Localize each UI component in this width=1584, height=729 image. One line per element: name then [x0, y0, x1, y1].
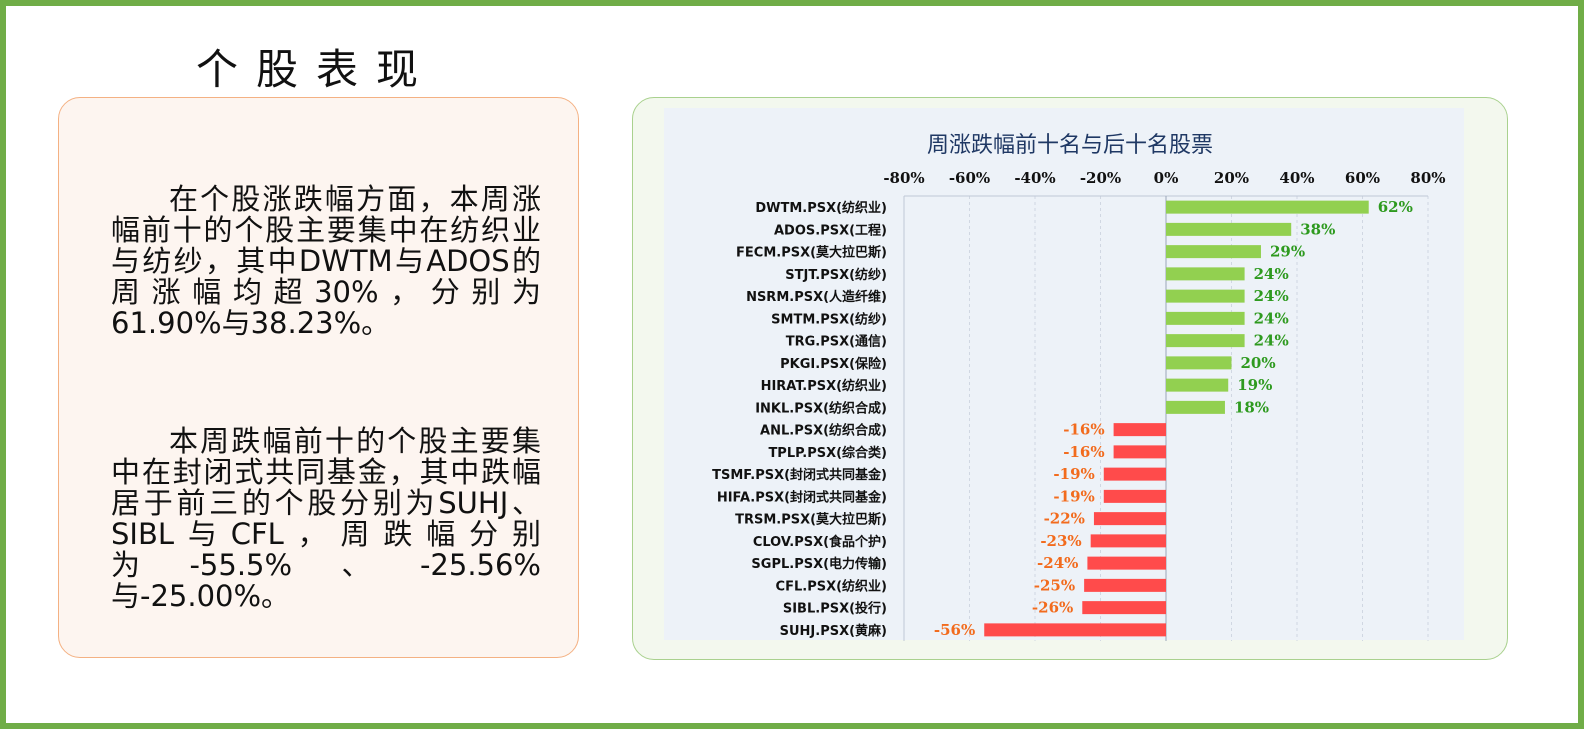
bar [1090, 534, 1166, 548]
value-label: -25% [1034, 576, 1075, 594]
value-label: 29% [1270, 243, 1305, 261]
bar [1084, 578, 1166, 592]
bar [1166, 334, 1245, 348]
category-label: STJT.PSX(纺纱) [785, 267, 887, 283]
bar [1166, 200, 1369, 214]
value-label: 24% [1254, 287, 1289, 305]
value-label: 20% [1241, 354, 1276, 372]
bar [1093, 512, 1166, 526]
category-label: HIFA.PSX(封闭式共同基金) [717, 489, 887, 505]
category-label: ANL.PSX(纺织合成) [760, 423, 887, 439]
value-label: 62% [1378, 198, 1413, 216]
value-label: -56% [934, 621, 975, 639]
category-label: SUHJ.PSX(黄麻) [780, 623, 887, 639]
x-tick-label: 60% [1345, 169, 1380, 187]
bar [1087, 556, 1166, 570]
category-label: TSMF.PSX(封闭式共同基金) [712, 467, 887, 483]
category-label: CLOV.PSX(食品个护) [753, 534, 887, 550]
summary-paragraph-losers: 本周跌幅前十的个股主要集中在封闭式共同基金，其中跌幅居于前三的个股分别为SUHJ… [111, 424, 541, 613]
bar [1113, 423, 1166, 437]
value-label: -16% [1063, 421, 1104, 439]
chart-title: 周涨跌幅前十名与后十名股票 [927, 133, 1213, 158]
bar [1166, 356, 1232, 370]
category-label: TPLP.PSX(综合类) [768, 445, 887, 461]
x-tick-label: 0% [1154, 169, 1179, 187]
category-label: INKL.PSX(纺织合成) [755, 400, 887, 416]
category-label: CFL.PSX(纺织业) [776, 578, 887, 594]
value-label: -22% [1044, 510, 1085, 528]
page-title: 个股表现 [196, 45, 437, 94]
category-label: SMTM.PSX(纺纱) [771, 311, 887, 327]
chart-gridlines [903, 195, 1429, 641]
value-label: -19% [1053, 465, 1094, 483]
value-label: -19% [1053, 487, 1094, 505]
category-label: ADOS.PSX(工程) [774, 223, 887, 238]
bar [1103, 489, 1166, 503]
bar [1166, 378, 1229, 392]
bar [1166, 222, 1292, 236]
value-label: -16% [1063, 443, 1104, 461]
category-label: HIRAT.PSX(纺织业) [761, 378, 887, 394]
category-label: TRSM.PSX(莫大拉巴斯) [735, 512, 887, 528]
category-label: DWTM.PSX(纺织业) [755, 200, 887, 216]
bar [1082, 601, 1166, 615]
bar [1103, 467, 1166, 481]
value-label: 24% [1254, 309, 1289, 327]
x-tick-label: -40% [1014, 169, 1055, 187]
summary-paragraph-gainers: 在个股涨跌幅方面，本周涨幅前十的个股主要集中在纺织业与纺纱，其中DWTM与ADO… [111, 182, 541, 340]
value-label: 24% [1254, 332, 1289, 350]
value-label: -24% [1037, 554, 1078, 572]
bar [984, 623, 1166, 637]
category-label: SIBL.PSX(投行) [783, 601, 887, 617]
category-label: PKGI.PSX(保险) [780, 356, 887, 372]
value-label: -23% [1040, 532, 1081, 550]
x-tick-label: -60% [949, 169, 990, 187]
category-label: TRG.PSX(通信) [786, 334, 887, 350]
chart-plot-background [664, 108, 1464, 640]
value-label: 38% [1300, 220, 1335, 238]
bars [984, 200, 1369, 637]
bar [1166, 311, 1245, 325]
x-tick-label: 40% [1279, 169, 1314, 187]
x-tick-label: 20% [1214, 169, 1249, 187]
text-panel: 在个股涨跌幅方面，本周涨幅前十的个股主要集中在纺织业与纺纱，其中DWTM与ADO… [58, 97, 579, 658]
bar [1166, 267, 1245, 281]
category-label: NSRM.PSX(人造纤维) [746, 289, 887, 305]
bar [1166, 289, 1245, 303]
bar [1113, 445, 1166, 459]
value-label: -26% [1032, 599, 1073, 617]
bar [1166, 245, 1261, 259]
x-tick-label: -20% [1080, 169, 1121, 187]
x-tick-label: 80% [1410, 169, 1445, 187]
bar [1166, 400, 1225, 414]
category-label: FECM.PSX(莫大拉巴斯) [736, 245, 887, 261]
value-label: 18% [1234, 398, 1269, 416]
value-labels: 62% 38% 29% 24% 24% 24% 24% 20% 19% 18% -16% -16% -1… [934, 198, 1413, 639]
category-labels: DWTM.PSX(纺织业) ADOS.PSX(工程) FECM.PSX(莫大拉巴斯)… [712, 200, 887, 639]
value-label: 24% [1254, 265, 1289, 283]
x-axis-ticks: -80% -60% -40% -20% 0% 20% 40% 60% 80% [883, 169, 1445, 187]
value-label: 19% [1237, 376, 1272, 394]
category-label: SGPL.PSX(电力传输) [751, 556, 887, 572]
x-tick-label: -80% [883, 169, 924, 187]
